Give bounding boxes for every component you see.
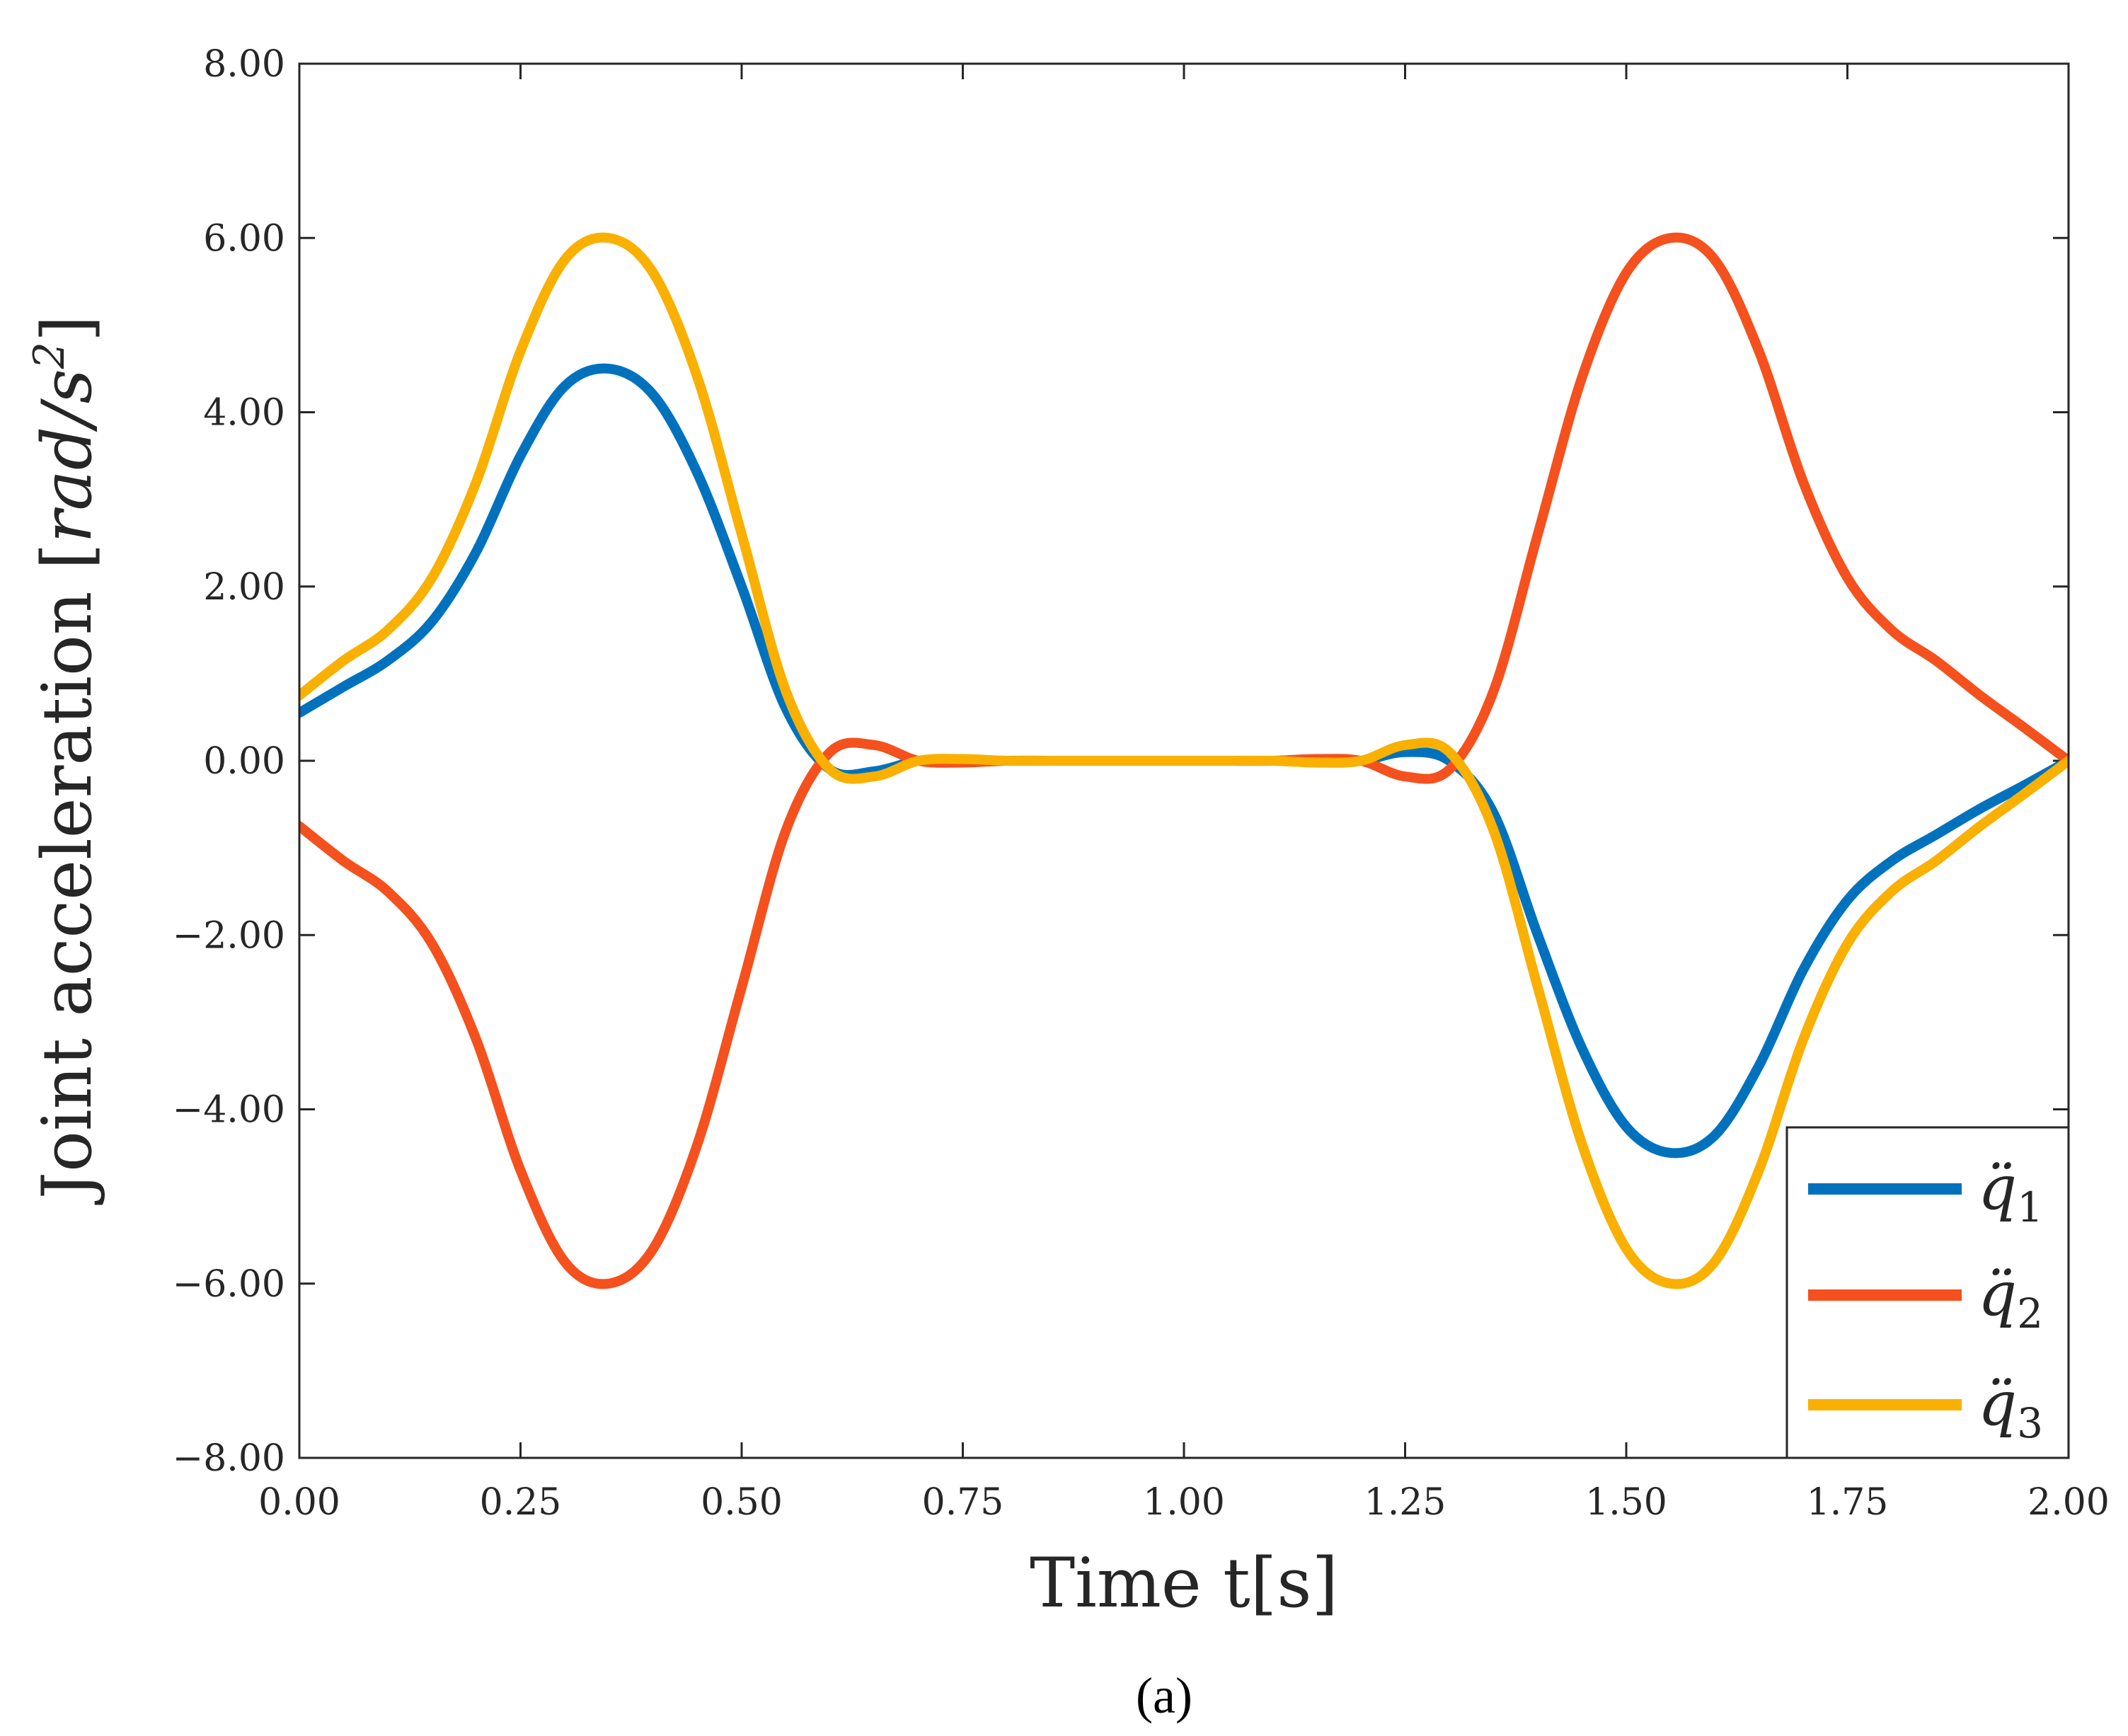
legend-label-symbol: q̈ [1978, 1153, 2017, 1224]
y-tick-label: −4.00 [173, 1089, 285, 1132]
x-tick-label: 1.50 [1585, 1481, 1667, 1524]
y-axis-title-unit: rad/s [28, 369, 107, 543]
series-line-q3 [299, 232, 2069, 1289]
y-tick-label: 8.00 [203, 43, 285, 86]
legend-label-subscript: 3 [2017, 1399, 2043, 1447]
x-tick-label: 2.00 [2028, 1481, 2110, 1524]
legend: q̈1q̈2q̈3 [1785, 1126, 2070, 1459]
legend-label-q2: q̈2 [1978, 1259, 2043, 1338]
legend-label-q1: q̈1 [1978, 1153, 2043, 1231]
x-tick-label: 1.75 [1807, 1481, 1889, 1524]
y-tick-label: −6.00 [173, 1263, 285, 1306]
x-tick-label: 0.75 [922, 1481, 1004, 1524]
y-tick-label: 4.00 [203, 392, 285, 435]
x-tick-label: 1.00 [1143, 1481, 1225, 1524]
y-axis-title-suffix: ] [28, 316, 107, 342]
x-tick-label: 0.50 [701, 1481, 783, 1524]
y-axis-title-sup: 2 [25, 342, 74, 369]
tick-labels: 0.00 0.25 0.50 0.75 1.00 1.25 1.50 1.75 2.00 −8.0… [173, 43, 2110, 1524]
series-lines [299, 232, 2069, 1289]
y-tick-label: 2.00 [203, 566, 285, 609]
legend-label-symbol: q̈ [1978, 1369, 2017, 1439]
legend-label-q3: q̈3 [1978, 1369, 2043, 1447]
legend-label-symbol: q̈ [1978, 1259, 2017, 1330]
y-tick-label: −8.00 [173, 1437, 285, 1480]
figure-caption: (a) [1136, 1667, 1192, 1724]
y-tick-label: 0.00 [203, 740, 285, 783]
legend-label-subscript: 2 [2017, 1289, 2043, 1338]
y-axis-title-prefix: Joint acceleration [ [28, 543, 107, 1205]
y-tick-label: −2.00 [173, 914, 285, 957]
legend-label-subscript: 1 [2017, 1183, 2043, 1231]
x-tick-label: 0.00 [258, 1481, 340, 1524]
x-tick-label: 1.25 [1364, 1481, 1447, 1524]
x-tick-label: 0.25 [480, 1481, 562, 1524]
y-axis-title: Joint acceleration [rad/s2] [25, 316, 107, 1206]
y-tick-label: 6.00 [203, 217, 285, 260]
plot-frame [298, 62, 2070, 1459]
x-axis-title: Time t[s] [1030, 1544, 1338, 1623]
